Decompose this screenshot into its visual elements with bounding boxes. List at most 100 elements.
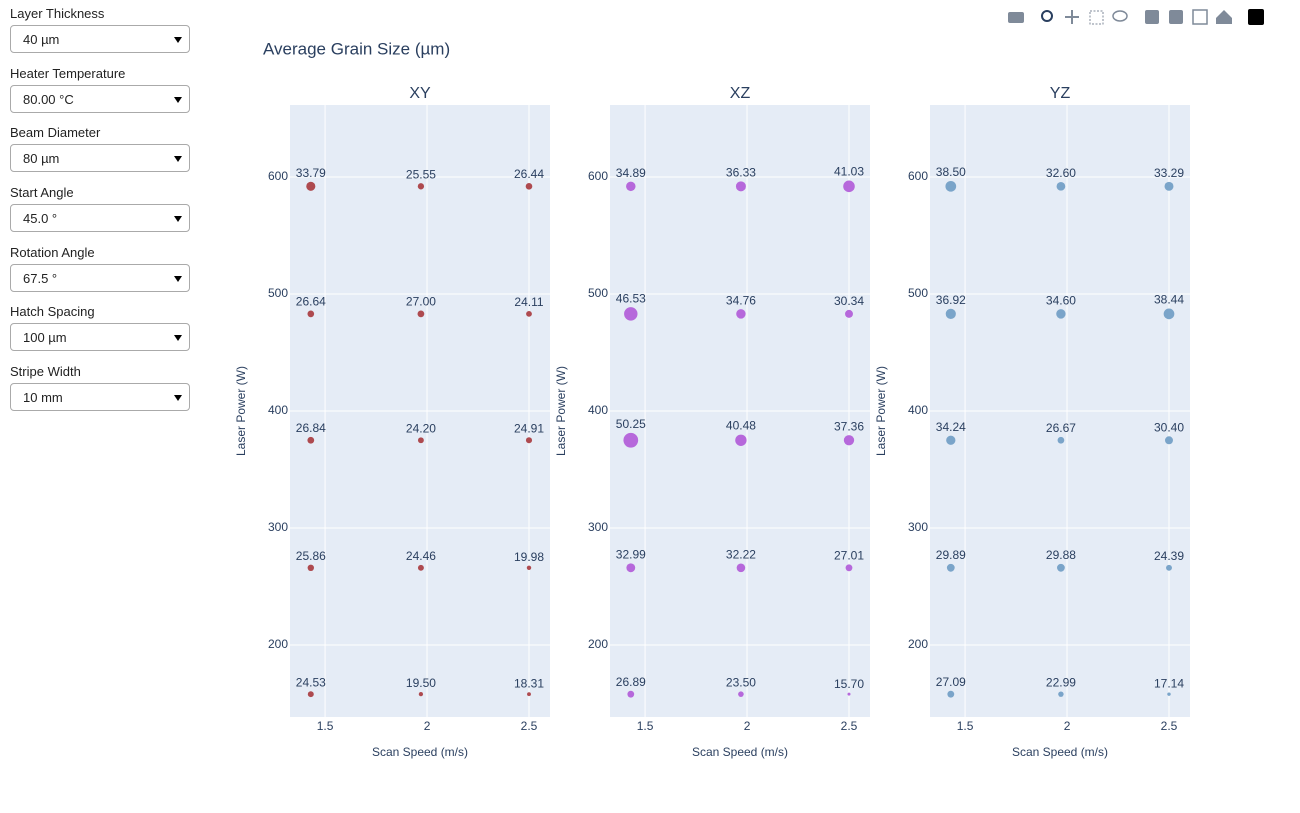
bubble — [1058, 691, 1064, 697]
bubble — [945, 308, 956, 319]
figure-title: Average Grain Size (µm) — [263, 39, 450, 58]
y-tick-label: 500 — [908, 286, 928, 300]
data-label: 38.44 — [1154, 293, 1184, 307]
data-label: 24.53 — [296, 675, 326, 689]
dropdown[interactable]: 80 µm — [10, 144, 190, 173]
bubble — [946, 435, 956, 445]
pan-icon[interactable] — [1065, 10, 1079, 24]
y-tick-label: 600 — [268, 169, 288, 183]
data-label: 30.40 — [1154, 420, 1184, 434]
data-label: 32.22 — [726, 548, 756, 562]
data-label: 24.46 — [406, 549, 436, 563]
bubble — [623, 432, 639, 448]
control: Start Angle 45.0 ° — [10, 185, 190, 245]
bubble — [526, 310, 532, 317]
control: Heater Temperature 80.00 °C — [10, 66, 190, 126]
data-label: 26.67 — [1046, 421, 1076, 435]
autoscale-icon[interactable] — [1192, 9, 1208, 25]
camera-icon[interactable] — [1008, 12, 1024, 23]
bubble — [417, 437, 424, 444]
x-tick-label: 2 — [424, 719, 431, 733]
bubble — [417, 564, 424, 571]
x-axis-label: Scan Speed (m/s) — [692, 745, 788, 759]
data-label: 41.03 — [834, 165, 864, 179]
subplot-title: YZ — [1050, 85, 1071, 102]
y-tick-label: 500 — [268, 286, 288, 300]
bubble — [525, 437, 533, 444]
dropdown[interactable]: 80.00 °C — [10, 84, 190, 113]
select-icon[interactable] — [1089, 10, 1104, 25]
bubble — [843, 180, 855, 193]
bubble — [307, 564, 315, 572]
dropdown[interactable]: 40 µm — [10, 25, 190, 53]
y-tick-label: 600 — [588, 169, 608, 183]
subplot-title: XY — [409, 85, 431, 102]
y-tick-label: 400 — [908, 403, 928, 417]
y-tick-label: 400 — [268, 403, 288, 417]
data-label: 26.89 — [616, 675, 646, 689]
y-tick-label: 300 — [268, 520, 288, 534]
control-label: Rotation Angle — [10, 244, 95, 260]
bubble — [947, 690, 955, 698]
control: Hatch Spacing 100 µm — [10, 304, 190, 364]
control: Layer Thickness 40 µm — [10, 6, 190, 66]
bubble — [1167, 692, 1171, 696]
x-axis-label: Scan Speed (m/s) — [372, 745, 468, 759]
control: Rotation Angle 67.5 ° — [10, 245, 190, 305]
x-tick-label: 2.5 — [1161, 719, 1178, 733]
data-label: 36.33 — [726, 166, 756, 180]
control-label: Stripe Width — [10, 364, 81, 380]
data-label: 29.88 — [1046, 548, 1076, 562]
control-label: Beam Diameter — [10, 125, 101, 141]
data-label: 33.29 — [1154, 166, 1184, 180]
bubble — [1164, 181, 1174, 191]
bubble — [417, 310, 425, 318]
bubble — [847, 692, 851, 696]
toolbar — [1008, 9, 1264, 25]
bubble — [1056, 309, 1066, 319]
y-axis-label: Laser Power (W) — [874, 366, 888, 456]
data-label: 38.50 — [936, 165, 966, 179]
zoom-in-icon[interactable] — [1145, 10, 1159, 24]
zoom-icon[interactable] — [1041, 10, 1053, 22]
data-label: 24.20 — [406, 422, 436, 436]
y-tick-label: 200 — [908, 637, 928, 651]
dropdown[interactable]: 67.5 ° — [10, 263, 190, 292]
data-label: 32.60 — [1046, 166, 1076, 180]
control: Beam Diameter 80 µm — [10, 125, 190, 185]
data-label: 34.89 — [616, 166, 646, 180]
y-axis-label: Laser Power (W) — [234, 366, 248, 456]
data-label: 19.98 — [514, 550, 544, 564]
control-label: Heater Temperature — [10, 65, 126, 81]
bubble — [1057, 436, 1065, 444]
x-tick-label: 2 — [1064, 719, 1071, 733]
data-label: 25.86 — [296, 549, 326, 563]
data-label: 17.14 — [1154, 677, 1184, 691]
zoom-out-icon[interactable] — [1169, 10, 1183, 24]
bubble — [735, 181, 746, 192]
data-label: 26.44 — [514, 167, 544, 181]
data-label: 32.99 — [616, 548, 646, 562]
y-tick-label: 400 — [588, 403, 608, 417]
bubble — [526, 565, 532, 571]
bubble — [845, 564, 853, 572]
dropdown[interactable]: 100 µm — [10, 323, 190, 352]
y-tick-label: 200 — [268, 637, 288, 651]
data-label: 27.01 — [834, 549, 864, 563]
lasso-icon[interactable] — [1112, 10, 1128, 22]
x-tick-label: 1.5 — [957, 719, 974, 733]
data-label: 26.84 — [296, 421, 326, 435]
data-label: 33.79 — [296, 166, 326, 180]
dropdown[interactable]: 10 mm — [10, 383, 190, 412]
home-icon[interactable] — [1216, 10, 1232, 24]
x-tick-label: 2 — [744, 719, 751, 733]
plotly-logo[interactable] — [1248, 9, 1264, 25]
dropdown[interactable]: 45.0 ° — [10, 204, 190, 233]
bubble — [1165, 436, 1173, 445]
data-label: 26.64 — [296, 295, 326, 309]
control: Stripe Width 10 mm — [10, 364, 190, 424]
bubble — [627, 690, 635, 698]
data-label: 24.91 — [514, 421, 544, 435]
subplot-title: XZ — [730, 85, 751, 102]
